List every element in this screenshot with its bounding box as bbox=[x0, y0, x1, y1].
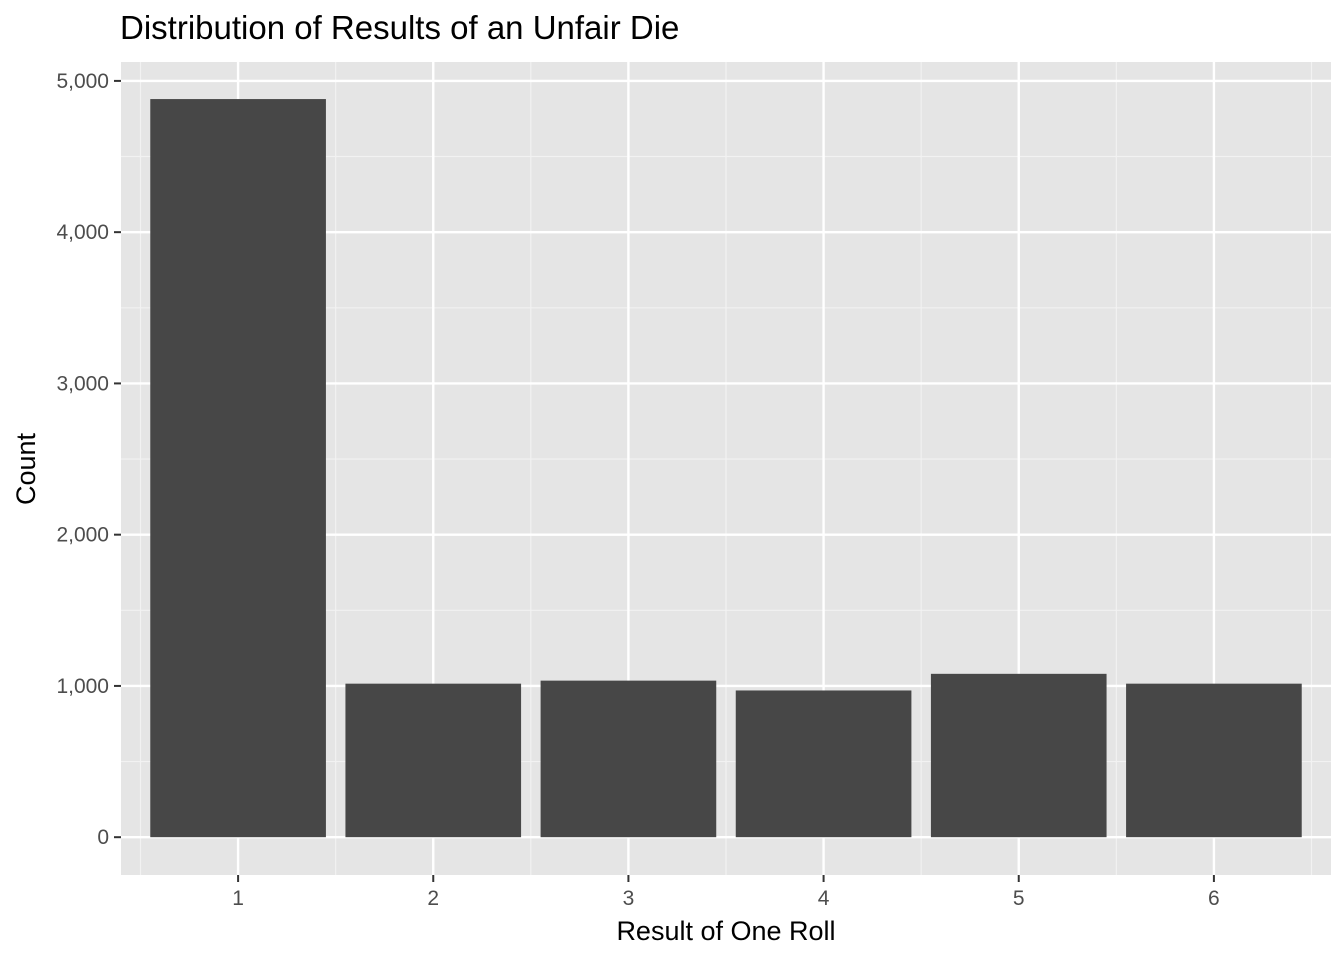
bar-1 bbox=[150, 99, 326, 838]
y-tick-label: 4,000 bbox=[56, 221, 109, 244]
x-tick-label: 3 bbox=[623, 887, 635, 910]
y-tick-label: 1,000 bbox=[56, 675, 109, 698]
y-tick-label: 3,000 bbox=[56, 372, 109, 395]
x-tick-label: 1 bbox=[232, 887, 244, 910]
bar-6 bbox=[1126, 683, 1302, 838]
bar-5 bbox=[930, 673, 1107, 838]
x-tick-label: 6 bbox=[1208, 887, 1220, 910]
y-tick-label: 5,000 bbox=[56, 70, 109, 93]
x-tick-label: 2 bbox=[427, 887, 439, 910]
bar-2 bbox=[345, 683, 522, 838]
x-axis: 1 2 3 4 5 6 bbox=[232, 875, 1220, 910]
bars bbox=[150, 99, 1302, 838]
x-axis-title: Result of One Roll bbox=[616, 916, 835, 946]
bar-4 bbox=[735, 690, 912, 838]
bar-3 bbox=[540, 680, 717, 838]
y-axis: 0 1,000 2,000 3,000 4,000 5,000 bbox=[56, 70, 121, 849]
y-tick-label: 0 bbox=[97, 826, 109, 849]
y-tick-label: 2,000 bbox=[56, 524, 109, 547]
y-axis-title: Count bbox=[11, 432, 41, 505]
x-tick-label: 5 bbox=[1013, 887, 1025, 910]
x-tick-label: 4 bbox=[818, 887, 830, 910]
chart-title: Distribution of Results of an Unfair Die bbox=[120, 9, 679, 46]
